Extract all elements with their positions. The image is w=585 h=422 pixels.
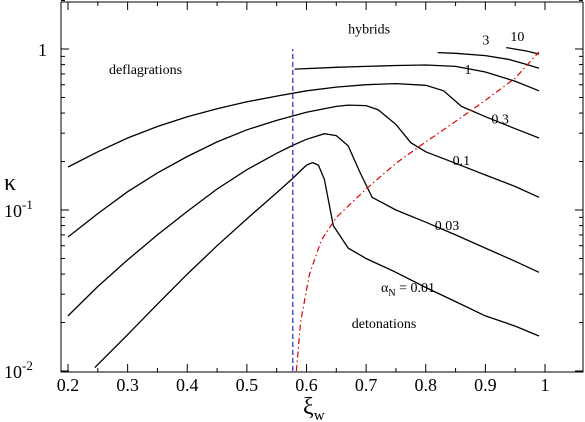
x-tick-label: 0.5 (236, 375, 259, 395)
y-axis-label: κ (4, 170, 16, 196)
series-group (67, 46, 540, 372)
y-tick-label: 10-2 (4, 358, 33, 382)
x-tick-label: 0.7 (355, 375, 378, 395)
x-tick-label: 0.2 (57, 375, 80, 395)
x-tick-label: 0.8 (415, 375, 438, 395)
alpha-label: αN = 0.01 (381, 281, 435, 299)
kappa-curve-0.01 (94, 161, 540, 369)
kappa-curve-0.3 (67, 82, 540, 168)
axis-ticks: 0.2 0.3 0.4 0.5 0.6 0.7 0.8 0.9 1 1 10-1 10-2 (4, 0, 583, 395)
curve-label-10: 10 (510, 30, 524, 45)
plot-frame (60, 1, 584, 373)
jouguet-curve (295, 51, 540, 372)
region-label-deflagrations: deflagrations (109, 63, 182, 78)
y-tick-label: 10-1 (4, 197, 33, 221)
curve-label-0.3: 0.3 (491, 112, 509, 127)
kappa-curve-0.03 (67, 133, 540, 317)
kappa-curve-10 (506, 46, 540, 55)
x-axis-label: ξw (303, 394, 325, 422)
x-tick-label: 0.6 (295, 375, 318, 395)
kappa-curve-0.1 (67, 104, 540, 238)
curve-label-0.03: 0.03 (435, 219, 460, 234)
kappa-curve-3 (437, 51, 540, 69)
x-tick-label: 0.4 (176, 375, 199, 395)
curve-label-0.1: 0.1 (453, 154, 471, 169)
curve-label-3: 3 (482, 33, 489, 48)
x-tick-label: 1 (541, 375, 550, 395)
x-tick-label: 0.9 (474, 375, 497, 395)
curve-label-1: 1 (465, 63, 472, 78)
region-label-detonations: detonations (352, 317, 417, 332)
region-label-hybrids: hybrids (348, 22, 390, 37)
y-tick-label: 1 (38, 40, 47, 60)
kappa-curve-1 (294, 64, 540, 92)
x-tick-label: 0.3 (116, 375, 139, 395)
